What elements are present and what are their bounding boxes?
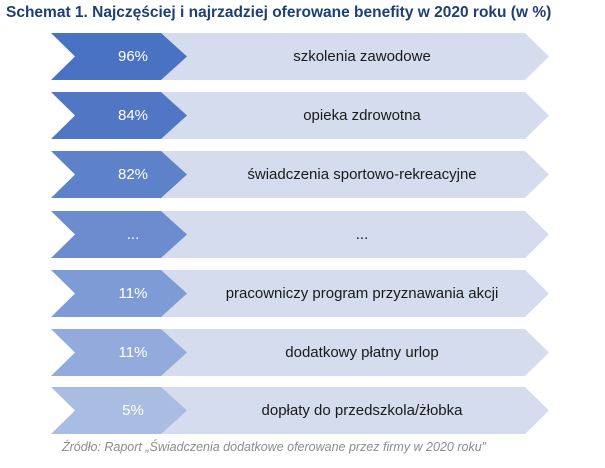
benefit-label: szkolenia zawodowe	[161, 33, 549, 80]
benefit-label: dopłaty do przedszkola/żłobka	[161, 387, 549, 434]
benefit-label: pracowniczy program przyznawania akcji	[161, 270, 549, 317]
benefit-row: 11% pracowniczy program przyznawania akc…	[51, 270, 549, 317]
benefit-row: 5% dopłaty do przedszkola/żłobka	[51, 387, 549, 434]
benefit-label: ...	[161, 211, 549, 258]
benefit-row: 11% dodatkowy płatny urlop	[51, 329, 549, 376]
benefit-row: ... ...	[51, 211, 549, 258]
benefit-label: opieka zdrowotna	[161, 92, 549, 139]
benefit-label: dodatkowy płatny urlop	[161, 329, 549, 376]
chart-title: Schemat 1. Najczęściej i najrzadziej ofe…	[6, 4, 552, 21]
benefit-label: świadczenia sportowo-rekreacyjne	[161, 151, 549, 198]
benefit-row: 96% szkolenia zawodowe	[51, 33, 549, 80]
benefit-row: 82% świadczenia sportowo-rekreacyjne	[51, 151, 549, 198]
benefit-row: 84% opieka zdrowotna	[51, 92, 549, 139]
source-note: Źródło: Raport „Świadczenia dodatkowe of…	[62, 440, 486, 454]
